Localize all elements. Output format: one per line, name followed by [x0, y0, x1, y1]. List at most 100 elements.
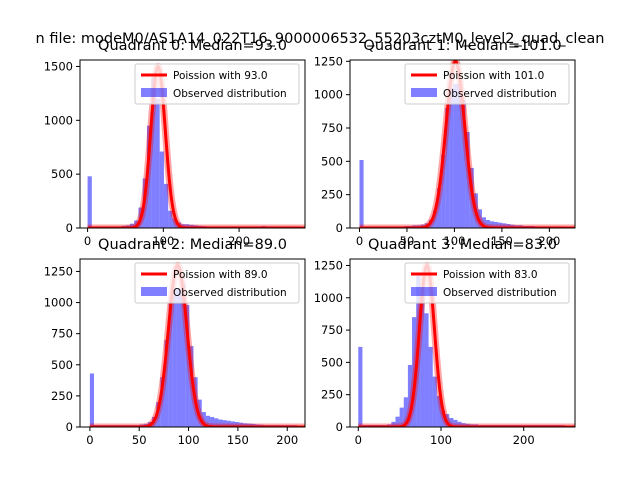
histogram-bar	[510, 224, 515, 228]
y-tick-label: 0	[336, 420, 343, 434]
legend-bar-swatch	[141, 287, 167, 296]
legend-box	[404, 63, 570, 105]
histogram-bar	[89, 373, 95, 427]
y-tick-label: 0	[66, 221, 73, 235]
x-tick-label: 200	[513, 433, 535, 447]
histogram-bar	[214, 418, 219, 427]
y-tick-label: 500	[321, 355, 343, 369]
y-tick-label: 0	[66, 420, 73, 434]
histogram-bar	[205, 415, 211, 427]
histogram-bar	[490, 221, 495, 228]
histogram-bar	[437, 188, 442, 228]
panel-title: Quadrant 1: Median=101.0	[363, 38, 561, 54]
y-tick-label: 0	[336, 221, 343, 235]
histogram-bar	[457, 421, 462, 427]
panel-title: Quadrant 3: Median=83.0	[368, 237, 557, 253]
axes-frame	[349, 258, 576, 428]
y-tick-label: 1000	[314, 88, 343, 102]
legend-bar-swatch	[411, 287, 437, 296]
x-tick-label: 0	[86, 433, 93, 447]
axes-frame	[79, 258, 306, 428]
y-tick-label: 250	[321, 188, 343, 202]
histogram-bar	[498, 222, 503, 228]
histogram-bar	[181, 283, 186, 427]
x-tick-label: 200	[228, 234, 250, 248]
x-tick-label: 200	[538, 234, 560, 248]
histogram-bar	[432, 210, 438, 228]
x-tick-label: 150	[491, 234, 513, 248]
histogram-bar	[247, 423, 252, 427]
y-tick-label: 750	[321, 121, 343, 135]
histogram-bar	[87, 176, 92, 228]
panel-title: Quadrant 0: Median=93.0	[98, 38, 287, 54]
histogram-bar	[222, 420, 227, 427]
histogram-bar	[403, 397, 408, 427]
histogram-bar	[407, 364, 413, 427]
histogram-bar	[506, 224, 511, 228]
histogram-bar	[395, 416, 400, 427]
plot-area	[84, 63, 305, 228]
legend-label: Poission with 93.0	[173, 70, 268, 82]
legend-label: Observed distribution	[443, 88, 557, 100]
poisson-curve	[358, 60, 575, 228]
y-tick-label: 500	[321, 154, 343, 168]
histogram-bar	[461, 100, 466, 228]
y-tick-label: 250	[51, 389, 73, 403]
histogram-bar	[185, 224, 190, 228]
histogram-bar	[399, 407, 404, 427]
histogram-bar	[486, 220, 491, 228]
histogram-bar	[424, 313, 429, 427]
legend: Poission with 93.0 Observed distribution	[134, 63, 300, 105]
plot-area	[356, 60, 575, 228]
histogram-bar	[189, 346, 194, 427]
histogram-bar	[432, 376, 437, 427]
histogram-bar	[163, 183, 169, 228]
histogram-bar	[436, 395, 441, 427]
y-tick-label: 500	[51, 358, 73, 372]
x-tick-label: 100	[443, 234, 465, 248]
legend-label: Observed distribution	[173, 88, 287, 100]
histogram-bar	[445, 108, 450, 228]
histogram-bar	[449, 88, 454, 228]
histogram-bar	[358, 346, 363, 427]
histogram-bar	[449, 417, 454, 427]
panel-title: Quadrant 2: Median=89.0	[98, 237, 287, 253]
y-tick-label: 250	[321, 388, 343, 402]
legend: Poission with 89.0 Observed distribution	[134, 262, 300, 304]
histogram-bar	[420, 293, 425, 427]
y-tick-label: 750	[321, 323, 343, 337]
histogram-bar	[176, 288, 182, 427]
x-tick-label: 200	[276, 433, 298, 447]
chart-panel-0: 0 100 200 0 500 1000 1500 Quadrant 0: Median=93…	[44, 38, 306, 248]
histogram-bar	[461, 423, 466, 427]
y-tick-label: 1250	[44, 264, 73, 278]
legend-label: Observed distribution	[443, 287, 557, 299]
chart-panel-1: 0 50 100 150 200 0 250 500 750 1000 1250 Quadrant 1…	[314, 38, 576, 248]
y-tick-label: 1250	[314, 258, 343, 272]
legend-box	[404, 262, 570, 304]
y-tick-label: 1000	[44, 296, 73, 310]
histogram-bar	[172, 288, 177, 427]
y-tick-label: 1500	[44, 59, 73, 73]
histogram-bar	[481, 217, 487, 228]
histogram-bar	[201, 412, 206, 427]
histogram-bar	[160, 377, 165, 427]
y-tick-label: 500	[51, 167, 73, 181]
histogram-bar	[218, 419, 223, 427]
histogram-bar	[428, 346, 433, 427]
histogram-bar	[453, 84, 458, 228]
plot-area	[86, 261, 305, 427]
legend-label: Poission with 101.0	[443, 70, 544, 82]
histogram-bar	[441, 154, 446, 228]
x-tick-label: 50	[400, 234, 415, 248]
histogram-bar	[465, 132, 470, 228]
y-tick-label: 1250	[314, 54, 343, 68]
histogram-bar	[359, 160, 364, 228]
y-tick-label: 1000	[314, 291, 343, 305]
histogram-bar	[226, 420, 231, 427]
x-tick-label: 100	[178, 433, 200, 447]
histogram-bar	[440, 410, 446, 427]
